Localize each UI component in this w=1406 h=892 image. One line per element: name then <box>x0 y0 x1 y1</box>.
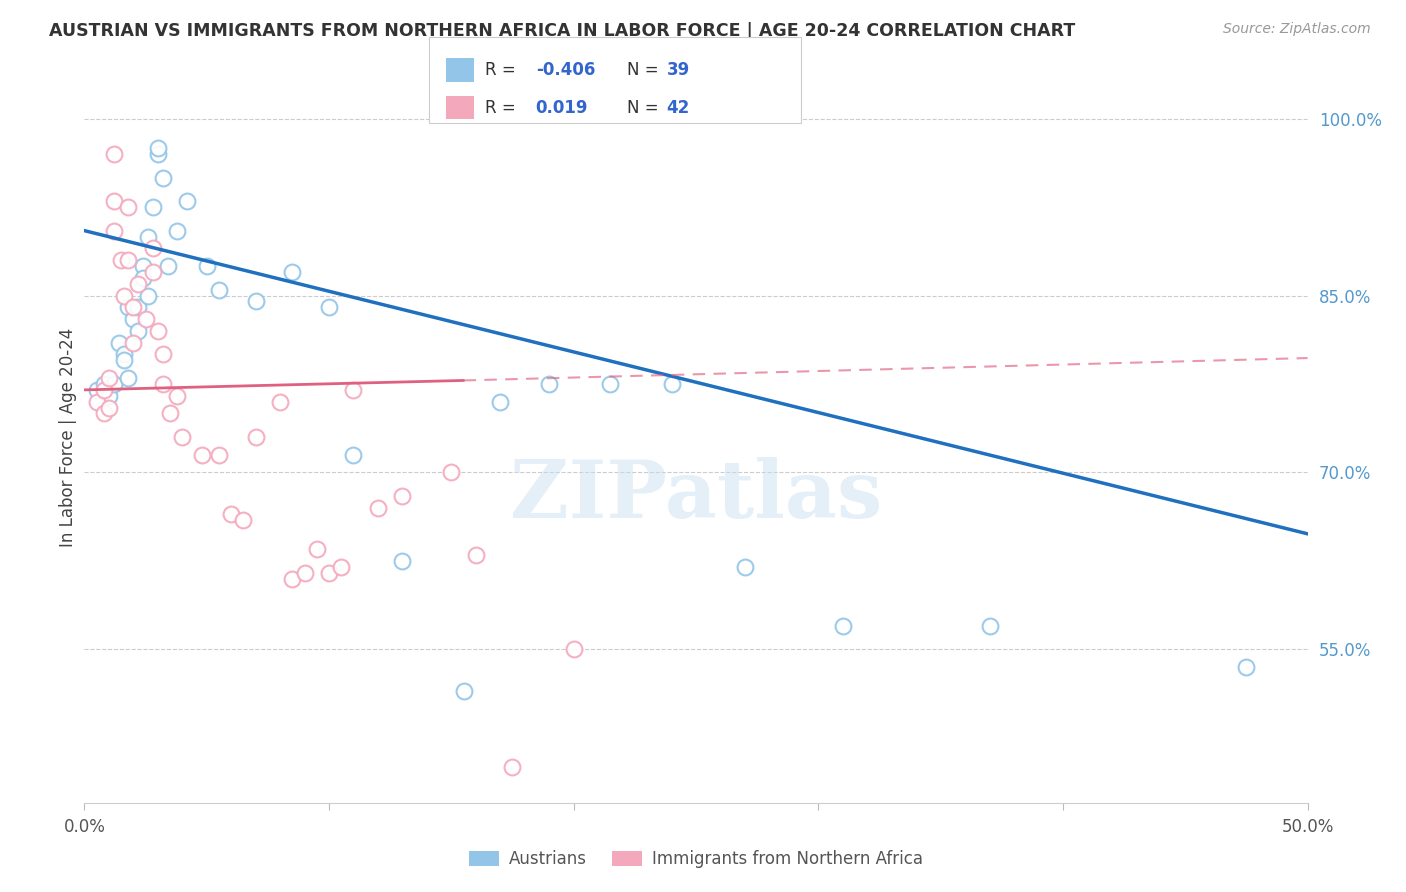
Point <box>342 448 364 462</box>
Point <box>117 371 139 385</box>
Point <box>191 448 214 462</box>
Point <box>142 241 165 255</box>
Point <box>159 407 181 421</box>
Point <box>208 448 231 462</box>
Point <box>1236 660 1258 674</box>
Point <box>245 430 267 444</box>
Point <box>146 147 169 161</box>
Point <box>176 194 198 208</box>
Point <box>219 507 242 521</box>
Point <box>330 559 353 574</box>
Point <box>367 500 389 515</box>
Text: Source: ZipAtlas.com: Source: ZipAtlas.com <box>1223 22 1371 37</box>
Point <box>103 194 125 208</box>
Point <box>86 383 108 397</box>
Point <box>127 277 149 291</box>
Point <box>831 619 853 633</box>
Point <box>136 229 159 244</box>
Point <box>136 288 159 302</box>
Point <box>245 294 267 309</box>
Point <box>599 376 621 391</box>
Text: 39: 39 <box>666 61 690 79</box>
Point <box>122 301 145 315</box>
Point <box>117 200 139 214</box>
Legend: Austrians, Immigrants from Northern Africa: Austrians, Immigrants from Northern Afri… <box>463 844 929 875</box>
Point <box>979 619 1001 633</box>
Point <box>208 283 231 297</box>
Point <box>152 347 174 361</box>
Point <box>318 301 340 315</box>
Point <box>112 347 135 361</box>
Text: R =: R = <box>485 99 526 117</box>
Point <box>110 253 132 268</box>
Point <box>86 394 108 409</box>
Point <box>294 566 316 580</box>
Point <box>132 259 155 273</box>
Point <box>166 389 188 403</box>
Point <box>156 259 179 273</box>
Point <box>146 141 169 155</box>
Point <box>93 383 115 397</box>
Point <box>103 376 125 391</box>
Point <box>93 376 115 391</box>
Point <box>342 383 364 397</box>
Text: ZIPatlas: ZIPatlas <box>510 457 882 534</box>
Point <box>117 253 139 268</box>
Text: N =: N = <box>627 99 664 117</box>
Point <box>152 376 174 391</box>
Point <box>103 224 125 238</box>
Text: R =: R = <box>485 61 522 79</box>
Text: AUSTRIAN VS IMMIGRANTS FROM NORTHERN AFRICA IN LABOR FORCE | AGE 20-24 CORRELATI: AUSTRIAN VS IMMIGRANTS FROM NORTHERN AFR… <box>49 22 1076 40</box>
Point <box>661 376 683 391</box>
Point <box>172 430 194 444</box>
Point <box>107 335 129 350</box>
Point <box>269 394 291 409</box>
Point <box>464 548 486 562</box>
Point <box>146 324 169 338</box>
Point <box>127 301 149 315</box>
Point <box>142 265 165 279</box>
Point <box>232 513 254 527</box>
Point <box>391 489 413 503</box>
Point <box>281 572 304 586</box>
Point <box>97 389 120 403</box>
Point <box>305 542 328 557</box>
Point <box>135 312 157 326</box>
Point <box>132 270 155 285</box>
Point <box>122 335 145 350</box>
Point <box>562 642 585 657</box>
Point <box>166 224 188 238</box>
Point <box>117 301 139 315</box>
Point <box>453 683 475 698</box>
Point <box>93 407 115 421</box>
Point <box>391 554 413 568</box>
Y-axis label: In Labor Force | Age 20-24: In Labor Force | Age 20-24 <box>59 327 77 547</box>
Point <box>195 259 218 273</box>
Point <box>502 760 524 774</box>
Point <box>97 401 120 415</box>
Point <box>122 312 145 326</box>
Text: 0.019: 0.019 <box>536 99 588 117</box>
Point <box>103 147 125 161</box>
Point <box>538 376 561 391</box>
Point <box>142 200 165 214</box>
Text: 42: 42 <box>666 99 690 117</box>
Point <box>152 170 174 185</box>
Point <box>734 559 756 574</box>
Point <box>112 353 135 368</box>
Point <box>318 566 340 580</box>
Text: N =: N = <box>627 61 664 79</box>
Point <box>112 288 135 302</box>
Point <box>489 394 512 409</box>
Point <box>281 265 304 279</box>
Point <box>440 466 463 480</box>
Text: -0.406: -0.406 <box>536 61 595 79</box>
Point <box>127 324 149 338</box>
Point <box>97 371 120 385</box>
